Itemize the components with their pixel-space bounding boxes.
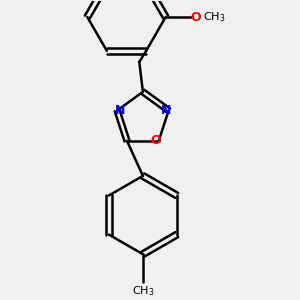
Text: CH$_3$: CH$_3$	[132, 284, 154, 298]
Text: N: N	[160, 104, 171, 117]
Text: CH$_3$: CH$_3$	[203, 10, 226, 24]
Text: O: O	[190, 11, 201, 24]
Text: N: N	[115, 104, 125, 117]
Text: O: O	[151, 134, 161, 147]
